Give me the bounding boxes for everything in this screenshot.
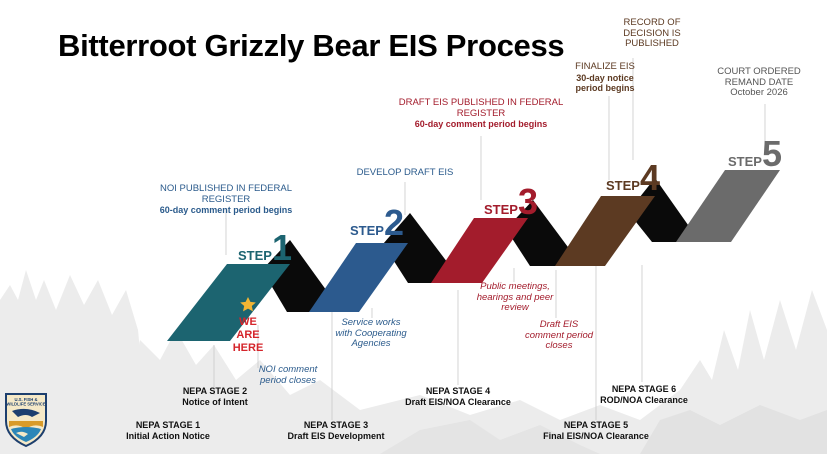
nepa-stage-6: NEPA STAGE 6 ROD/NOA Clearance: [594, 384, 694, 407]
milestone-draft-pub: DRAFT EIS PUBLISHED IN FEDERAL REGISTER …: [390, 97, 572, 130]
nepa-stage-3-name: NEPA STAGE 3: [303, 420, 369, 430]
note-draft-close-line2: comment period: [524, 329, 594, 341]
step-5-word: STEP: [728, 154, 762, 169]
step-4-number: 4: [639, 157, 660, 198]
note-noi-close-line1: NOI comment: [258, 364, 318, 375]
nepa-stage-4-name: NEPA STAGE 4: [425, 386, 491, 396]
step-bands: [167, 170, 780, 341]
note-noi-close: NOI comment period closes: [250, 364, 326, 386]
note-draft-close-line1: Draft EIS: [539, 319, 579, 330]
milestone-noi-title: NOI PUBLISHED IN FEDERAL REGISTER: [160, 183, 292, 205]
nepa-stage-1-desc: Initial Action Notice: [126, 431, 210, 442]
page-title: Bitterroot Grizzly Bear EIS Process: [58, 28, 565, 63]
milestone-court-line1: COURT ORDERED: [717, 66, 801, 77]
milestone-draft-pub-title-line1: DRAFT EIS PUBLISHED IN FEDERAL: [398, 97, 564, 108]
milestone-draft-dev-title: DEVELOP DRAFT EIS: [356, 167, 454, 178]
nepa-stage-5-desc: Final EIS/NOA Clearance: [543, 431, 649, 442]
note-service: Service works with Cooperating Agencies: [328, 317, 414, 350]
nepa-stage-1: NEPA STAGE 1 Initial Action Notice: [118, 420, 218, 443]
milestone-court-date: October 2026: [730, 87, 788, 99]
step-3-word: STEP: [484, 202, 518, 217]
step-2-number: 2: [383, 202, 404, 243]
milestone-finalize-sub-line2: period begins: [575, 82, 635, 93]
step-4-word: STEP: [606, 178, 640, 193]
connector-3: [506, 200, 582, 266]
here-line2: ARE: [236, 329, 260, 342]
step-5-label: STEP5: [728, 136, 782, 172]
step-4-band: [555, 196, 655, 266]
nepa-stage-2-name: NEPA STAGE 2: [182, 386, 248, 396]
note-public-line1: Public meetings,: [480, 281, 550, 292]
note-public-line3: review: [501, 302, 529, 314]
milestone-draft-dev: DEVELOP DRAFT EIS: [350, 167, 460, 179]
note-draft-close-line3: closes: [545, 340, 573, 352]
note-service-line3: Agencies: [351, 338, 391, 350]
nepa-stage-3-desc: Draft EIS Development: [287, 431, 385, 442]
milestone-finalize-sub-line1: 30-day notice: [576, 72, 634, 83]
milestone-noi-sub: 60-day comment period begins: [159, 205, 293, 216]
note-service-line1: Service works: [341, 317, 401, 328]
nepa-stage-5: NEPA STAGE 5 Final EIS/NOA Clearance: [538, 420, 654, 443]
nepa-stage-4-desc: Draft EIS/NOA Clearance: [405, 397, 511, 408]
step-2-word: STEP: [350, 223, 384, 238]
nepa-stage-6-name: NEPA STAGE 6: [611, 384, 677, 394]
milestone-rod-line2: DECISION IS: [623, 27, 681, 39]
milestone-finalize: FINALIZE EIS 30-day notice period begins: [560, 61, 650, 93]
step-2-label: STEP2: [350, 205, 404, 241]
step-4-label: STEP4: [606, 160, 660, 196]
milestone-rod: RECORD OF DECISION IS PUBLISHED: [612, 17, 692, 50]
step-3-number: 3: [517, 181, 538, 222]
note-noi-close-line2: period closes: [260, 374, 316, 386]
usfws-logo: U.S. FISH & WILDLIFE SERVICE: [5, 393, 47, 448]
nepa-stage-2-desc: Notice of Intent: [182, 397, 248, 408]
step-3-band: [431, 218, 528, 283]
nepa-stage-4: NEPA STAGE 4 Draft EIS/NOA Clearance: [400, 386, 516, 409]
nepa-stage-2: NEPA STAGE 2 Notice of Intent: [170, 386, 260, 409]
note-public: Public meetings, hearings and peer revie…: [470, 281, 560, 314]
svg-text:WILDLIFE SERVICE: WILDLIFE SERVICE: [6, 402, 45, 407]
step-1-band: [167, 264, 290, 341]
leader-lines: [213, 58, 766, 420]
note-service-line2: with Cooperating: [335, 327, 407, 339]
milestone-finalize-title: FINALIZE EIS: [575, 61, 635, 72]
star-icon: [240, 297, 256, 312]
here-line1: WE: [239, 316, 257, 328]
step-5-band: [676, 170, 780, 242]
milestone-draft-pub-sub: 60-day comment period begins: [414, 119, 548, 130]
milestone-court-line2: REMAND DATE: [724, 76, 794, 88]
nepa-stage-6-desc: ROD/NOA Clearance: [600, 395, 688, 406]
milestone-court: COURT ORDERED REMAND DATE October 2026: [714, 66, 804, 99]
milestone-rod-line3: PUBLISHED: [625, 38, 679, 50]
svg-text:U.S. FISH &: U.S. FISH &: [14, 397, 37, 402]
milestone-rod-line1: RECORD OF: [623, 17, 681, 28]
step-1-label: STEP1: [238, 230, 292, 266]
step-1-number: 1: [271, 227, 292, 268]
milestone-noi: NOI PUBLISHED IN FEDERAL REGISTER 60-day…: [146, 183, 306, 216]
nepa-stage-3: NEPA STAGE 3 Draft EIS Development: [284, 420, 388, 443]
milestone-draft-pub-title-line2: REGISTER: [456, 107, 506, 119]
connector-4: [628, 178, 700, 242]
step-1-word: STEP: [238, 248, 272, 263]
nepa-stage-5-name: NEPA STAGE 5: [563, 420, 629, 430]
here-line3: HERE: [232, 342, 264, 355]
note-draft-close: Draft EIS comment period closes: [516, 319, 602, 352]
nepa-stage-1-name: NEPA STAGE 1: [135, 420, 201, 430]
step-3-label: STEP3: [484, 184, 538, 220]
here-marker: WE ARE HERE: [226, 316, 270, 356]
step-5-number: 5: [761, 133, 782, 174]
step-2-band: [309, 243, 408, 312]
note-public-line2: hearings and peer: [476, 291, 554, 303]
